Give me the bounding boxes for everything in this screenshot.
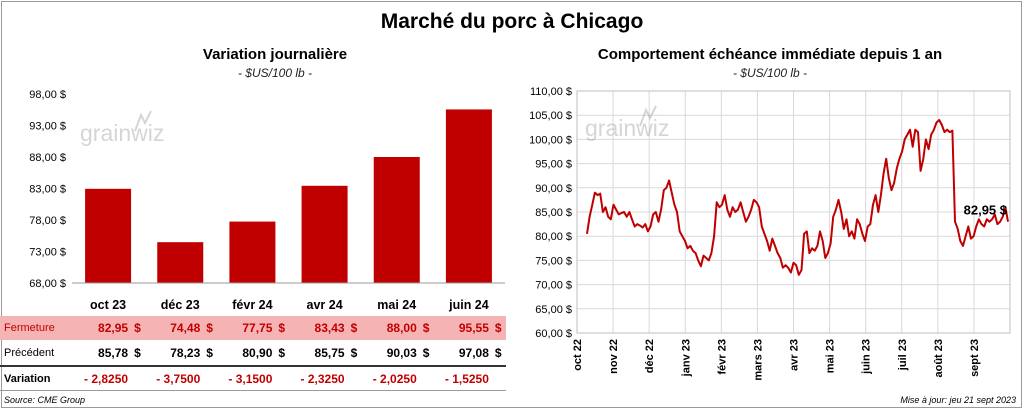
- currency-symbol: $: [422, 321, 430, 335]
- y-tick-label: 100,00 $: [529, 134, 572, 146]
- currency-symbol: $: [422, 346, 430, 360]
- y-tick-label: 70,00 $: [535, 280, 572, 292]
- x-tick-label: mars 23: [752, 339, 764, 381]
- table-cell: 80,90: [242, 346, 273, 360]
- table-cell: 77,75: [242, 321, 273, 335]
- table-cell: - 1,5250: [444, 372, 489, 386]
- line-chart-title: Comportement échéance immédiate depuis 1…: [597, 46, 943, 63]
- y-tick-label: 78,00 $: [29, 215, 66, 227]
- main-title: Marché du porc à Chicago: [380, 10, 644, 33]
- grainwiz-watermark: grainwiz: [80, 110, 164, 146]
- table-cell: 97,08: [458, 346, 489, 360]
- bar-chart: 68,00 $ 73,00 $ 78,00 $ 83,00 $ 88,00 $ 93,00…: [29, 89, 505, 312]
- y-tick-label: 80,00 $: [535, 231, 572, 243]
- x-tick-label: mai 23: [825, 339, 837, 373]
- line-chart-unit: - $US/100 lb -: [732, 66, 808, 80]
- x-tick-label: janv 23: [680, 339, 692, 377]
- table-cell: - 2,8250: [84, 372, 129, 386]
- bar: [157, 242, 204, 283]
- table-cell: 85,78: [98, 346, 129, 360]
- bar: [301, 185, 348, 283]
- y-tick-label: 60,00 $: [535, 328, 572, 340]
- table-row-precedent: Précédent 85,78 $78,23 $80,90 $85,75 $90,03 $…: [0, 341, 506, 365]
- bar: [373, 157, 420, 283]
- bar-chart-unit: - $US/100 lb -: [237, 66, 313, 80]
- bar: [85, 188, 132, 283]
- x-tick-label: juin 24: [448, 298, 489, 312]
- x-tick-label: déc 22: [644, 339, 656, 373]
- y-tick-label: 88,00 $: [29, 152, 66, 164]
- table-bottom-line: [0, 390, 506, 391]
- table-cell: 78,23: [170, 346, 201, 360]
- currency-symbol: $: [278, 346, 286, 360]
- line-chart: 60,00 $ 65,00 $ 70,00 $ 75,00 $ 80,00 $ 85,00…: [529, 86, 1011, 381]
- x-tick-label: sept 23: [969, 339, 981, 377]
- currency-symbol: $: [134, 321, 141, 335]
- table-cell: 95,55: [458, 321, 489, 335]
- table-cell: - 2,0250: [372, 372, 417, 386]
- update-note: Mise à jour: jeu 21 sept 2023: [900, 395, 1016, 405]
- source-note: Source: CME Group: [4, 395, 86, 405]
- table-cell: 83,43: [314, 321, 345, 335]
- watermark-text: grainwiz: [80, 120, 164, 146]
- price-series-line: [586, 119, 1009, 276]
- y-tick-label: 75,00 $: [535, 255, 572, 267]
- table-row-variation: Variation - 2,8250 - 3,7500 - 3,1500 - 2,32…: [0, 367, 506, 391]
- table-cell: - 2,3250: [300, 372, 345, 386]
- row-label: Fermeture: [4, 322, 55, 334]
- x-tick-label: févr 24: [232, 298, 272, 312]
- watermark-logo-mark: [639, 105, 657, 127]
- y-tick-label: 73,00 $: [29, 247, 66, 259]
- table-cell: 90,03: [386, 346, 417, 360]
- bar: [445, 109, 492, 283]
- currency-symbol: $: [494, 321, 502, 335]
- y-tick-label: 65,00 $: [535, 304, 572, 316]
- table-cell: - 3,7500: [156, 372, 201, 386]
- y-tick-label: 93,00 $: [29, 121, 66, 133]
- grainwiz-watermark: grainwiz: [585, 105, 669, 141]
- bar-chart-title: Variation journalière: [202, 46, 348, 63]
- x-tick-label: nov 22: [608, 339, 620, 374]
- currency-symbol: $: [350, 321, 358, 335]
- y-tick-label: 85,00 $: [535, 207, 572, 219]
- x-tick-label: févr 23: [716, 339, 728, 374]
- x-tick-label: avr 23: [789, 339, 801, 371]
- currency-symbol: $: [494, 346, 502, 360]
- watermark-text: grainwiz: [585, 115, 669, 141]
- currency-symbol: $: [350, 346, 358, 360]
- currency-symbol: $: [206, 321, 213, 335]
- y-tick-label: 90,00 $: [535, 183, 572, 195]
- currency-symbol: $: [206, 346, 213, 360]
- row-label: Variation: [4, 373, 51, 385]
- table-cell: 85,75: [314, 346, 345, 360]
- x-tick-label: juin 23: [861, 339, 873, 375]
- x-tick-label: avr 24: [307, 298, 343, 312]
- bar: [229, 221, 276, 283]
- y-tick-label: 95,00 $: [535, 159, 572, 171]
- x-tick-label: oct 23: [90, 298, 126, 312]
- table-cell: 88,00: [386, 321, 417, 335]
- table-cell: 74,48: [170, 321, 201, 335]
- x-tick-label: août 23: [933, 339, 945, 378]
- x-tick-label: mai 24: [377, 298, 416, 312]
- y-tick-label: 68,00 $: [29, 278, 66, 290]
- y-tick-label: 110,00 $: [530, 86, 572, 98]
- watermark-logo-mark: [134, 110, 152, 132]
- currency-symbol: $: [278, 321, 286, 335]
- y-tick-label: 98,00 $: [29, 89, 66, 101]
- table-cell: 82,95: [98, 321, 129, 335]
- x-tick-label: oct 22: [572, 339, 584, 371]
- x-tick-label: déc 23: [161, 298, 200, 312]
- table-row-fermeture: Fermeture 82,95 $74,48 $77,75 $83,43 $88,00 $…: [0, 316, 506, 340]
- y-tick-label: 105,00 $: [529, 110, 572, 122]
- row-label: Précédent: [4, 347, 55, 359]
- currency-symbol: $: [134, 346, 141, 360]
- table-cell: - 3,1500: [228, 372, 273, 386]
- plot-area-border: [576, 90, 1011, 334]
- last-value-label: 82,95 $: [964, 203, 1008, 218]
- x-tick-label: juil 23: [897, 339, 909, 371]
- table-divider: [0, 365, 506, 367]
- y-tick-label: 83,00 $: [29, 184, 66, 196]
